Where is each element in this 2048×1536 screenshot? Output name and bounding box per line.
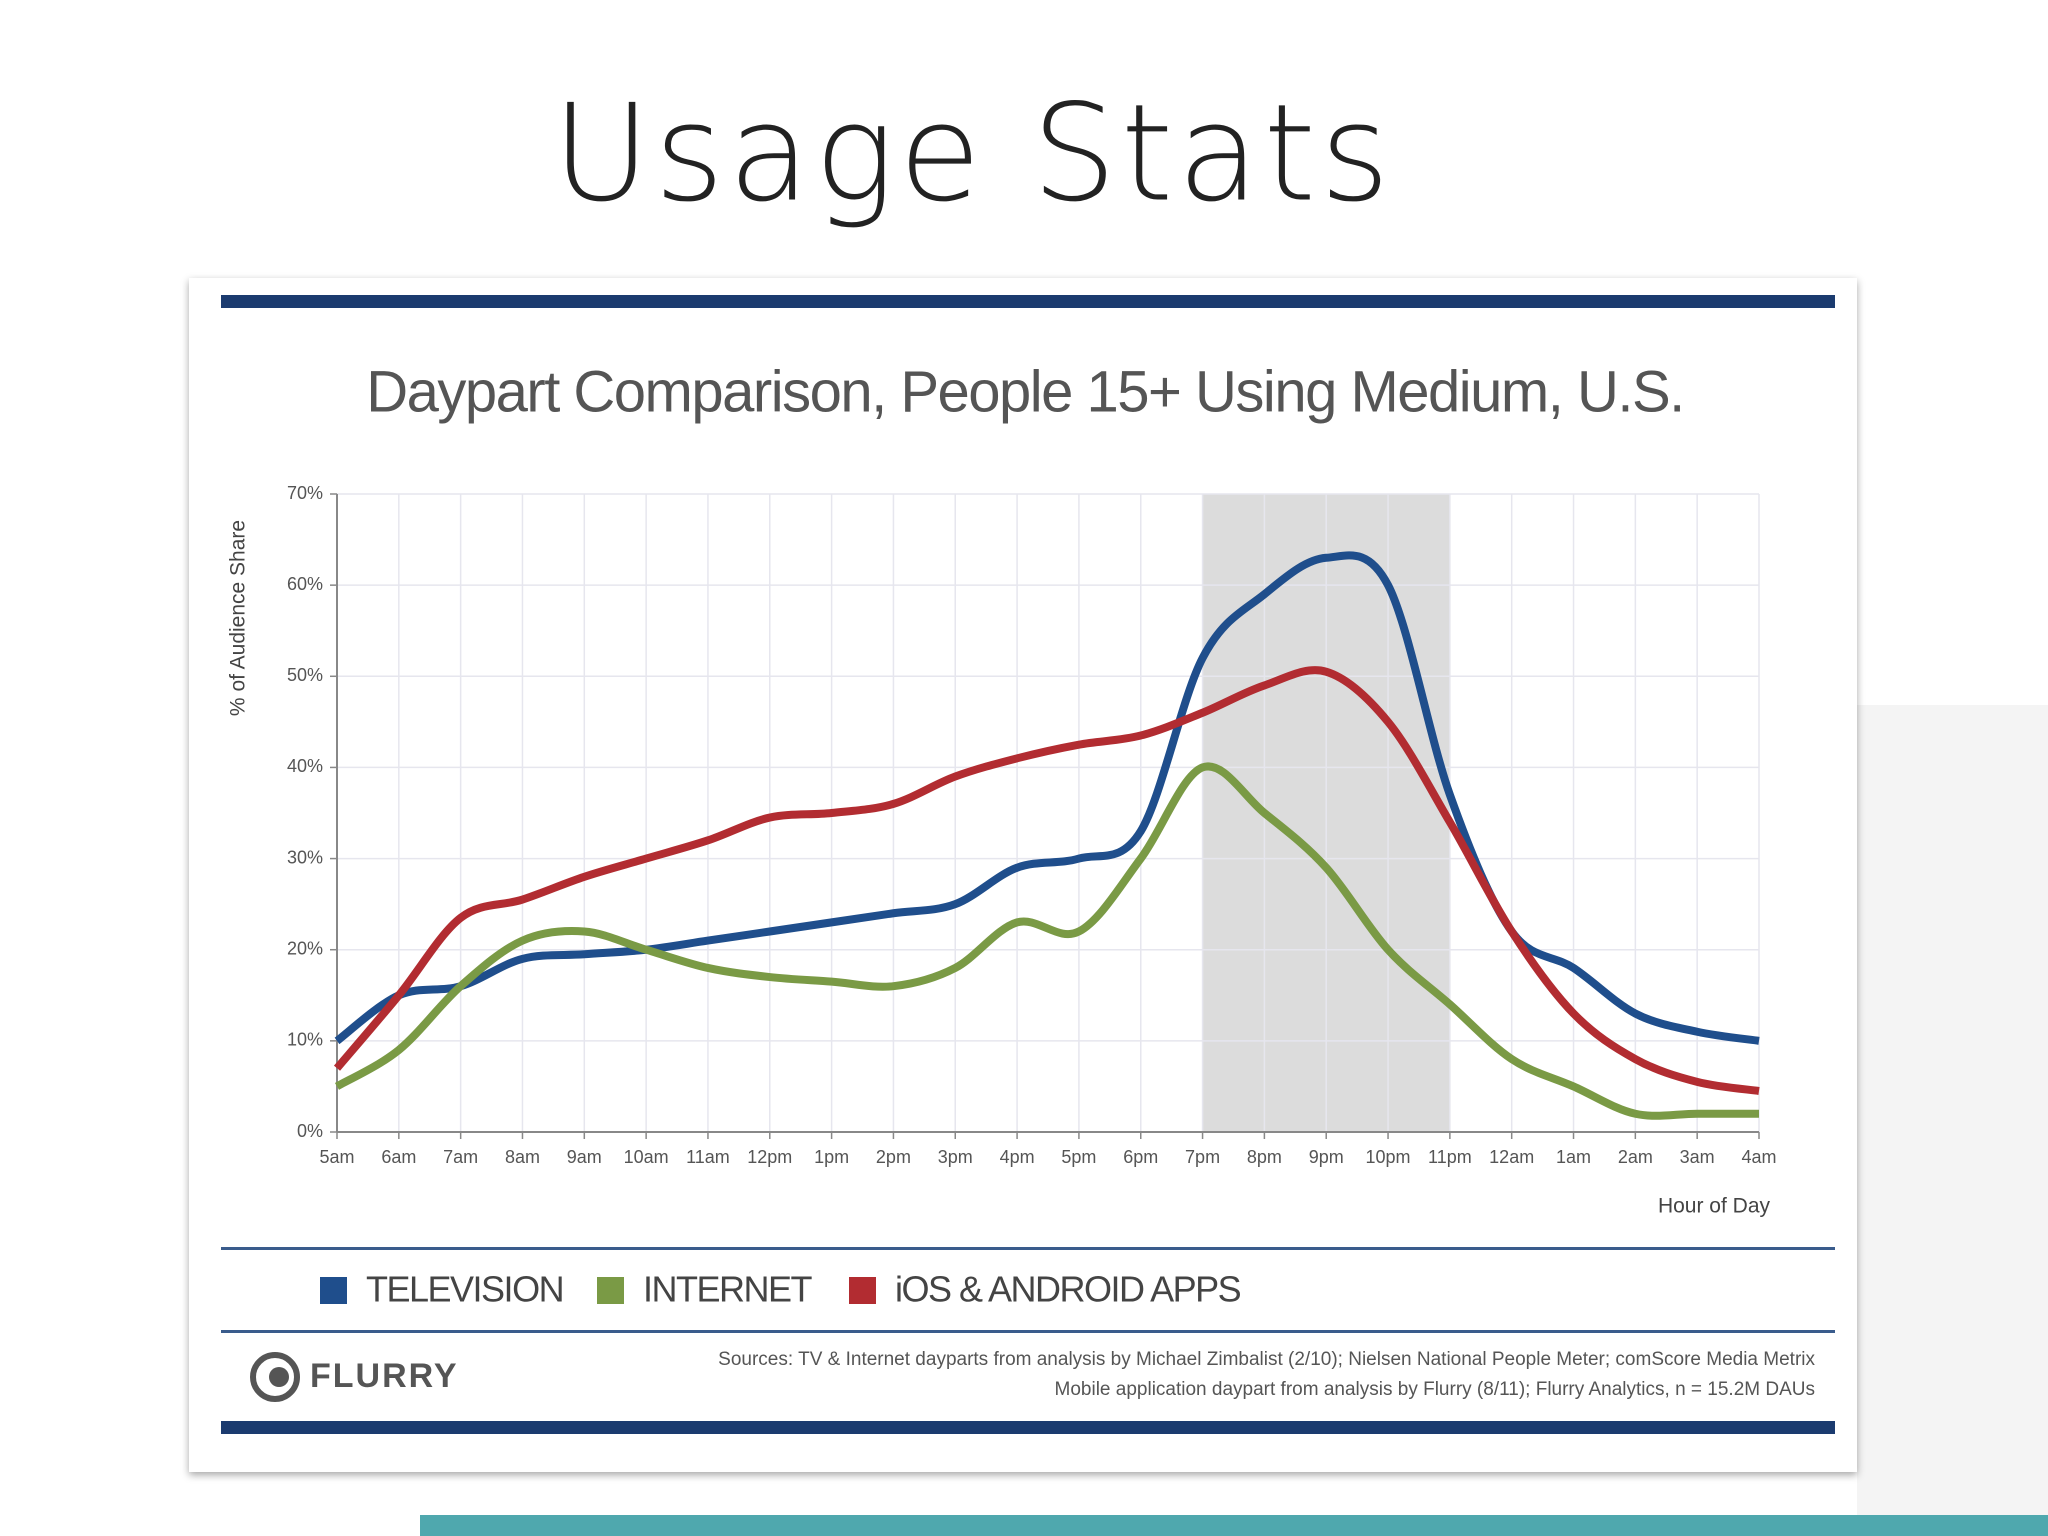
logo-text: FLURRY xyxy=(310,1357,459,1395)
chart-title: Daypart Comparison, People 15+ Using Med… xyxy=(366,359,1684,424)
logo-mark xyxy=(250,1352,300,1402)
x-tick-label: 6am xyxy=(381,1147,416,1167)
x-tick-label: 9am xyxy=(567,1147,602,1167)
legend-item: TELEVISION xyxy=(320,1269,565,1310)
x-tick-label: 4am xyxy=(1741,1147,1776,1167)
y-tick-label: 60% xyxy=(287,574,323,594)
x-tick-label: 2pm xyxy=(876,1147,911,1167)
source-line: Sources: TV & Internet dayparts from ana… xyxy=(718,1349,1815,1370)
series-line xyxy=(334,762,1759,1120)
backdrop xyxy=(1857,705,2048,1515)
source-line: Mobile application daypart from analysis… xyxy=(1055,1379,1815,1400)
top-rule xyxy=(221,295,1835,308)
legend-item: iOS & ANDROID APPS xyxy=(849,1269,1242,1310)
legend-item: INTERNET xyxy=(597,1269,814,1310)
legend-label: TELEVISION xyxy=(366,1269,563,1310)
x-tick-label: 4pm xyxy=(1000,1147,1035,1167)
x-tick-label: 1pm xyxy=(814,1147,849,1167)
x-tick-label: 5pm xyxy=(1061,1147,1096,1167)
x-tick-label: 10pm xyxy=(1366,1147,1411,1167)
y-axis-title: % of Audience Share xyxy=(227,520,250,716)
legend-label: iOS & ANDROID APPS xyxy=(895,1269,1241,1310)
y-tick-label: 20% xyxy=(287,938,323,958)
chart-card xyxy=(189,278,1857,1472)
x-tick-label: 10am xyxy=(624,1147,669,1167)
legend-swatch xyxy=(597,1277,624,1304)
x-tick-label: 8pm xyxy=(1247,1147,1282,1167)
legend-swatch xyxy=(320,1277,347,1304)
x-axis-title: Hour of Day xyxy=(1658,1195,1771,1218)
divider xyxy=(221,1247,1835,1250)
logo: FLURRY xyxy=(250,1352,459,1402)
x-tick-label: 7am xyxy=(443,1147,478,1167)
x-tick-label: 1am xyxy=(1556,1147,1591,1167)
legend-label: INTERNET xyxy=(643,1269,813,1310)
x-tick-label: 11am xyxy=(686,1147,730,1167)
x-tick-label: 6pm xyxy=(1123,1147,1158,1167)
slide-title: Usage Stats xyxy=(552,76,1394,232)
series-line xyxy=(333,666,1760,1095)
logo-mark xyxy=(269,1367,289,1387)
divider xyxy=(221,1330,1835,1333)
x-tick-label: 7pm xyxy=(1185,1147,1220,1167)
x-tick-label: 12am xyxy=(1489,1147,1534,1167)
y-tick-label: 70% xyxy=(287,483,323,503)
y-tick-label: 10% xyxy=(287,1030,323,1050)
y-tick-label: 50% xyxy=(287,665,323,685)
y-tick-label: 30% xyxy=(287,847,323,867)
legend-swatch xyxy=(849,1277,876,1304)
x-tick-label: 8am xyxy=(505,1147,540,1167)
y-tick-label: 0% xyxy=(297,1121,323,1141)
x-tick-label: 11pm xyxy=(1428,1147,1472,1167)
x-tick-label: 12pm xyxy=(747,1147,792,1167)
x-tick-label: 3am xyxy=(1680,1147,1715,1167)
x-tick-label: 3pm xyxy=(938,1147,973,1167)
bottom-rule xyxy=(221,1421,1835,1434)
y-tick-label: 40% xyxy=(287,756,323,776)
accent-bar xyxy=(420,1515,2048,1536)
x-tick-label: 2am xyxy=(1618,1147,1653,1167)
x-tick-label: 9pm xyxy=(1309,1147,1344,1167)
x-tick-label: 5am xyxy=(319,1147,354,1167)
